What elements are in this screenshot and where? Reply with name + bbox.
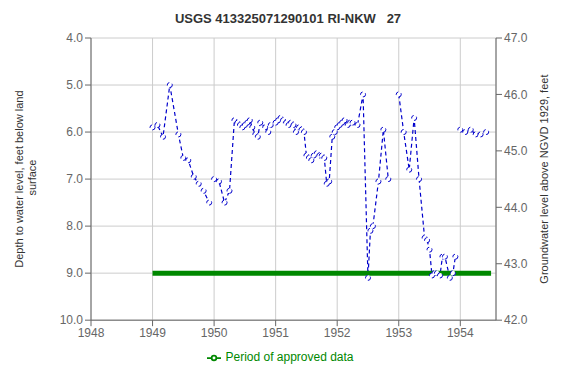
svg-text:5.0: 5.0 (66, 78, 83, 92)
svg-text:1948: 1948 (78, 326, 105, 340)
svg-text:8.0: 8.0 (66, 219, 83, 233)
html-text:USGS 413325071290101 RI-NKW 27: USGS 413325071290101 RI-NKW 27 (174, 11, 402, 26)
svg-text:1952: 1952 (324, 326, 351, 340)
svg-text:9.0: 9.0 (66, 266, 83, 280)
svg-text:44.0: 44.0 (504, 201, 528, 215)
svg-text:1950: 1950 (201, 326, 228, 340)
svg-text:1949: 1949 (139, 326, 166, 340)
svg-text:1951: 1951 (262, 326, 289, 340)
svg-text:47.0: 47.0 (504, 31, 528, 45)
svg-text:10.0: 10.0 (60, 313, 84, 327)
svg-text:Groundwater level above NGVD 1: Groundwater level above NGVD 1929, feet (538, 75, 550, 284)
svg-text:7.0: 7.0 (66, 172, 83, 186)
svg-text:45.0: 45.0 (504, 144, 528, 158)
svg-text:46.0: 46.0 (504, 88, 528, 102)
svg-text:1954: 1954 (447, 326, 474, 340)
svg-text:43.0: 43.0 (504, 257, 528, 271)
svg-text:4.0: 4.0 (66, 31, 83, 45)
html-text:Period of approved data: Period of approved data (225, 350, 354, 365)
svg-text:6.0: 6.0 (66, 125, 83, 139)
svg-text:1953: 1953 (385, 326, 412, 340)
svg-text:Depth to water level, feet bel: Depth to water level, feet below land su… (13, 90, 38, 267)
svg-text:42.0: 42.0 (504, 313, 528, 327)
